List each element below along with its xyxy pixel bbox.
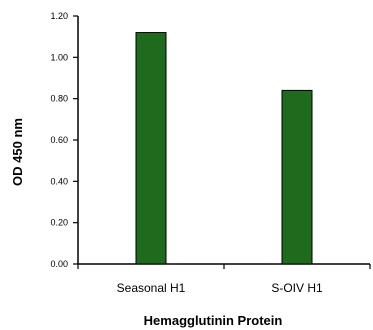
x-category-label: Seasonal H1 [117,281,186,295]
y-tick-label: 0.00 [50,259,68,269]
y-tick-label: 0.40 [50,176,68,186]
bars [135,32,313,265]
y-tick-label: 1.00 [50,52,68,62]
y-tick-label: 0.60 [50,135,68,145]
bar [135,32,167,265]
bar [281,89,313,265]
x-axis-title: Hemagglutinin Protein [144,313,283,328]
x-category-label: S-OIV H1 [271,281,323,295]
y-tick-label: 0.80 [50,94,68,104]
y-axis: 0.00 0.20 0.40 0.60 0.80 1.00 1.20 [50,11,79,269]
y-tick-label: 1.20 [50,11,68,21]
y-tick-label: 0.20 [50,218,68,228]
y-axis-title: OD 450 nm [10,118,25,186]
x-axis: Seasonal H1 S-OIV H1 [77,263,371,295]
